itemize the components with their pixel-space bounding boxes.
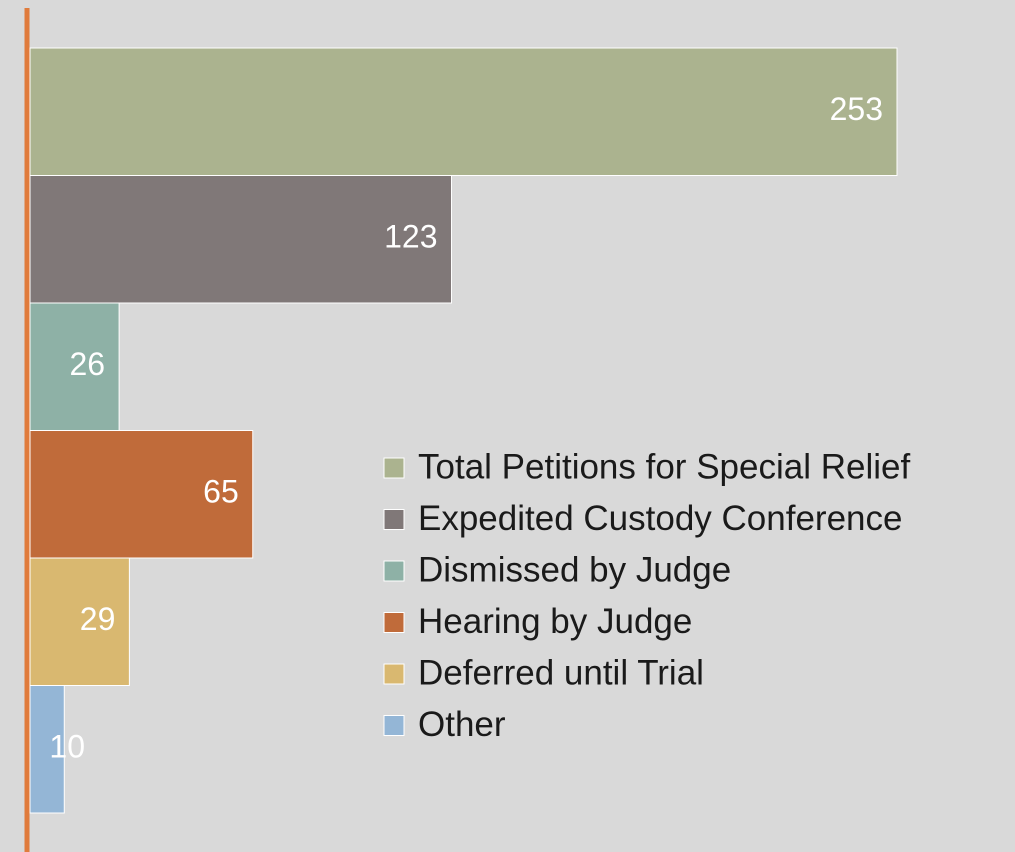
bar bbox=[29, 557, 130, 686]
legend-label: Total Petitions for Special Relief bbox=[418, 447, 910, 486]
data-label: 123 bbox=[384, 219, 437, 255]
data-label: 26 bbox=[70, 346, 106, 382]
data-label: 29 bbox=[80, 601, 116, 637]
legend-swatch bbox=[383, 560, 405, 582]
legend-label: Expedited Custody Conference bbox=[418, 499, 902, 538]
legend-swatch bbox=[383, 612, 405, 633]
legend-swatch bbox=[383, 715, 405, 736]
bar bbox=[29, 47, 898, 176]
legend-swatch bbox=[383, 457, 405, 479]
bar bbox=[29, 175, 453, 304]
legend-label: Hearing by Judge bbox=[418, 602, 692, 641]
legend-swatch bbox=[383, 663, 405, 685]
data-label: 65 bbox=[203, 474, 239, 510]
legend-label: Other bbox=[418, 705, 506, 744]
legend-label: Deferred until Trial bbox=[418, 653, 704, 692]
bar bbox=[29, 685, 65, 814]
bar bbox=[29, 430, 254, 559]
bar bbox=[29, 302, 120, 431]
legend-label: Dismissed by Judge bbox=[418, 550, 731, 589]
legend-swatch bbox=[383, 509, 405, 530]
data-label: 10 bbox=[49, 729, 85, 765]
data-label: 253 bbox=[830, 91, 883, 127]
